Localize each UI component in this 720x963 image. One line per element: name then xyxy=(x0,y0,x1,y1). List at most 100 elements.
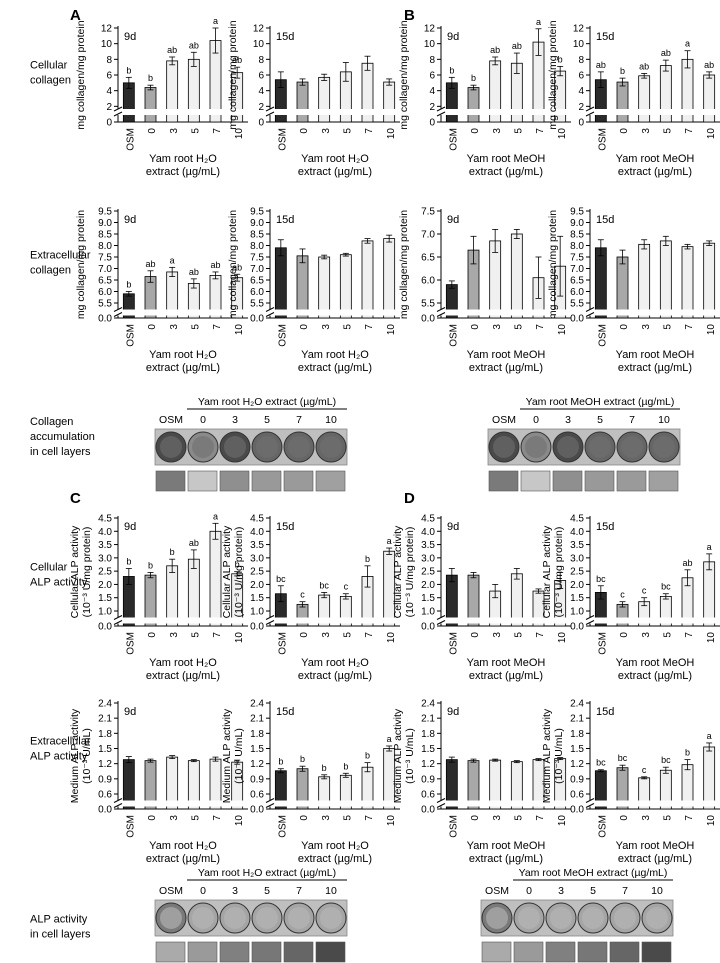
y-tick-label: 6 xyxy=(578,71,584,82)
chart-C9: 0.0 1.0 1.5 2.0 2.5 3.0 3.5 4.0 4.5 b OSM b 0 b 3 ab 5 a 7… xyxy=(69,511,248,682)
y-tick-label: 4 xyxy=(258,86,264,97)
row-label-cellular-alp: Cellular xyxy=(30,562,68,574)
x-axis-label: extract (µg/mL) xyxy=(618,362,692,374)
x-tick-label: 5 xyxy=(190,815,201,821)
x-axis-label: extract (µg/mL) xyxy=(298,853,372,865)
x-tick-label: 0 xyxy=(470,324,481,330)
well-center xyxy=(192,436,214,458)
significance-letter: a xyxy=(707,542,712,552)
y-tick-label: 0 xyxy=(258,118,264,129)
y-axis-label: mg collagen/mg protein xyxy=(227,210,239,319)
plate-column-label: OSM xyxy=(485,885,509,897)
significance-letter: ab xyxy=(167,45,177,55)
y-tick-label: 1.2 xyxy=(570,759,584,770)
x-tick-label: OSM xyxy=(277,632,288,655)
y-tick-label: 0.0 xyxy=(250,805,264,816)
micrograph-tile xyxy=(545,941,576,963)
axis-break-mark xyxy=(265,798,275,803)
x-tick-label: 5 xyxy=(513,324,524,330)
significance-letter: c xyxy=(344,582,349,592)
x-tick-label: 3 xyxy=(492,632,503,638)
day-label: 15d xyxy=(276,706,294,718)
significance-letter: ab xyxy=(704,60,714,70)
axis-break-gap xyxy=(435,617,571,624)
y-tick-label: 2 xyxy=(578,102,584,113)
plate-column-label: 5 xyxy=(590,885,596,897)
x-tick-label: 3 xyxy=(321,324,332,330)
bar xyxy=(594,247,607,319)
x-tick-label: OSM xyxy=(277,324,288,347)
significance-letter: c xyxy=(642,586,647,596)
x-axis-label: Yam root H₂O xyxy=(149,349,217,361)
y-tick-label: 5.5 xyxy=(250,299,264,310)
y-axis-label: mg collagen/mg protein xyxy=(75,210,87,319)
x-tick-label: 0 xyxy=(299,632,310,638)
y-tick-label: 8 xyxy=(578,55,584,66)
plate-strip xyxy=(487,428,681,466)
x-tick-label: 3 xyxy=(492,324,503,330)
x-tick-label: OSM xyxy=(125,815,136,838)
axis-break-mark xyxy=(585,111,595,117)
x-tick-label: OSM xyxy=(597,632,608,655)
bar xyxy=(638,243,651,319)
x-tick-label: OSM xyxy=(448,632,459,655)
axis-break-gap xyxy=(584,109,720,115)
axis-break-mark xyxy=(436,106,446,112)
y-tick-label: 1.8 xyxy=(421,729,435,740)
significance-letter: b xyxy=(685,748,690,758)
y-axis-label: mg collagen/mg protein xyxy=(398,20,410,129)
alp-plate-meoh: Yam root MeOH extract (µg/mL) OSM 0 3 5 7 10 xyxy=(480,867,674,963)
plate-column-label: 5 xyxy=(597,414,603,426)
x-tick-label: 7 xyxy=(212,632,223,638)
day-label: 9d xyxy=(447,521,459,533)
x-tick-label: 5 xyxy=(190,128,201,134)
significance-letter: b xyxy=(620,66,625,76)
y-tick-label: 2.1 xyxy=(98,714,112,725)
y-tick-label: 7.5 xyxy=(570,253,584,264)
day-label: 15d xyxy=(276,521,294,533)
axis-break-gap xyxy=(435,309,571,316)
y-tick-label: 8.0 xyxy=(98,241,112,252)
y-tick-label: 0.0 xyxy=(570,622,584,633)
well-center xyxy=(557,436,579,458)
y-tick-label: 1.0 xyxy=(421,607,435,618)
row-label-collagen-accumulation: in cell layers xyxy=(30,446,91,458)
axis-break-mark xyxy=(585,798,595,803)
y-tick-label: 8 xyxy=(106,55,112,66)
axis-break-mark xyxy=(265,106,275,112)
x-tick-label: 5 xyxy=(190,632,201,638)
significance-letter: b xyxy=(170,547,175,557)
y-tick-label: 0.9 xyxy=(98,774,112,785)
x-tick-label: 0 xyxy=(470,128,481,134)
y-tick-label: 2.5 xyxy=(570,567,584,578)
plate-column-label: 7 xyxy=(622,885,628,897)
y-axis-label: (10⁻³ U/mg protein) xyxy=(81,527,93,618)
y-tick-label: 2.0 xyxy=(570,580,584,591)
row-label-collagen-accumulation: accumulation xyxy=(30,431,95,443)
x-tick-label: 10 xyxy=(706,815,717,827)
y-tick-label: 8 xyxy=(429,55,435,66)
y-tick-label: 5.5 xyxy=(421,299,435,310)
x-tick-label: 7 xyxy=(535,128,546,134)
y-tick-label: 10 xyxy=(424,39,436,50)
x-axis-label: Yam root MeOH xyxy=(467,840,546,852)
y-tick-label: 9.5 xyxy=(250,207,264,218)
chart-A15: 0 2 4 6 8 10 12 OSM 0 3 5 7 10 15d mg collagen/mg prot… xyxy=(227,20,400,178)
plate-column-label: 7 xyxy=(296,885,302,897)
x-tick-label: 10 xyxy=(386,632,397,644)
x-axis-label: Yam root MeOH xyxy=(616,349,695,361)
x-tick-label: 3 xyxy=(169,128,180,134)
significance-letter: c xyxy=(642,765,647,775)
axis-break-mark xyxy=(113,798,123,803)
micrograph-tile xyxy=(219,941,250,963)
x-tick-label: OSM xyxy=(125,128,136,151)
x-axis-label: extract (µg/mL) xyxy=(469,853,543,865)
chart-B9e: 0.0 5.5 6.0 6.5 7.0 7.5 OSM 0 3 5 7 10 9d mg collagen… xyxy=(398,207,571,374)
chart-D15: 0.0 1.0 1.5 2.0 2.5 3.0 3.5 4.0 4.5 bc OSM c 0 c 3 bc 5 a… xyxy=(541,514,720,682)
y-tick-label: 6.5 xyxy=(421,253,435,264)
bar xyxy=(187,558,200,627)
x-tick-label: 5 xyxy=(662,324,673,330)
plate-header: Yam root H₂O extract (µg/mL) xyxy=(198,396,336,408)
x-tick-label: OSM xyxy=(125,632,136,655)
y-tick-label: 1.8 xyxy=(570,729,584,740)
